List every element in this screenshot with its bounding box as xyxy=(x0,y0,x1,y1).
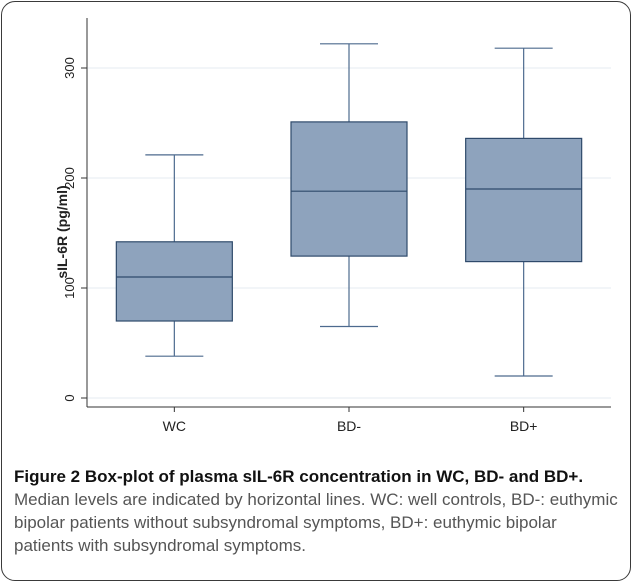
y-tick-label: 0 xyxy=(62,394,77,401)
figure-caption: Figure 2 Box-plot of plasma sIL-6R conce… xyxy=(14,465,619,557)
box-iqr xyxy=(115,241,233,322)
box-wc xyxy=(115,154,233,357)
box-plot-chart: 0 100 200 300 WC BD- BD+ sIL-6R (pg/ml) xyxy=(54,18,611,434)
y-axis-label: sIL-6R (pg/ml) xyxy=(54,185,70,278)
x-tick-label: BD- xyxy=(337,418,361,434)
boxes xyxy=(115,43,583,377)
box-bd- xyxy=(290,43,408,328)
x-tick-label: BD+ xyxy=(510,418,538,434)
x-ticks: WC BD- BD+ xyxy=(163,407,538,434)
box-bd- xyxy=(465,47,583,377)
caption-text: Median levels are indicated by horizonta… xyxy=(14,490,618,555)
y-tick-label: 300 xyxy=(62,57,77,79)
box-iqr xyxy=(465,137,583,263)
y-tick-label: 100 xyxy=(62,277,77,299)
y-ticks: 0 100 200 300 xyxy=(62,57,87,402)
caption-title: Figure 2 Box-plot of plasma sIL-6R conce… xyxy=(14,467,584,486)
box-iqr xyxy=(290,121,408,257)
y-tick-label: 200 xyxy=(62,167,77,189)
x-tick-label: WC xyxy=(163,418,186,434)
